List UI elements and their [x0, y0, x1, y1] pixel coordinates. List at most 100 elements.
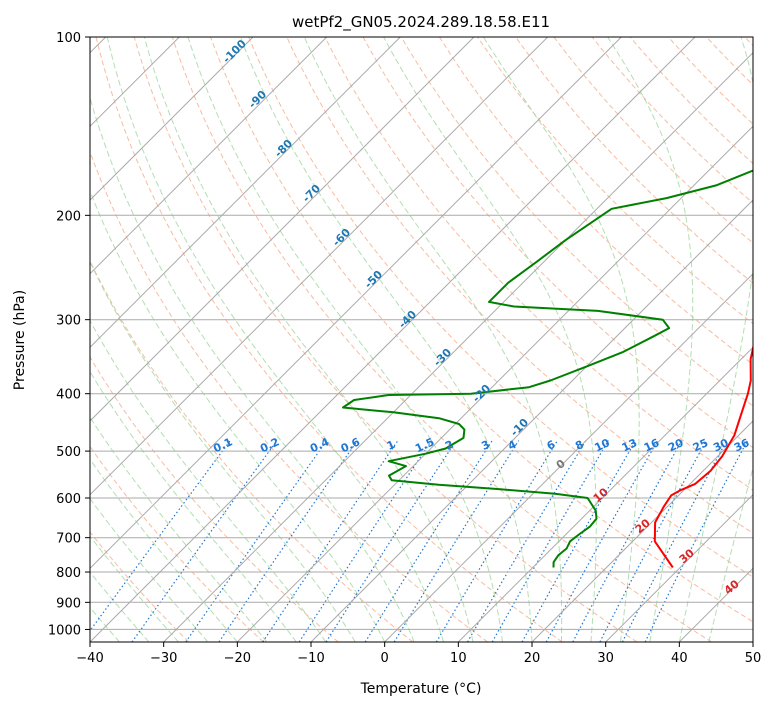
isotherm-value-label: -40: [396, 308, 419, 331]
moist-adiabat-line: [303, 37, 563, 642]
isotherm-value-label: -70: [300, 182, 323, 205]
dry-adiabat-line: [515, 37, 753, 284]
mixing-ratio-label: 8: [573, 438, 585, 453]
x-tick-label: 10: [450, 651, 467, 666]
mixing-ratio-line: [599, 440, 707, 642]
mixing-ratio-label: 30: [711, 436, 731, 454]
y-tick-label: 600: [56, 492, 81, 507]
mixing-ratio-line: [262, 440, 399, 642]
isotherm-value-label: -100: [220, 37, 249, 66]
mixing-ratio-line: [325, 440, 457, 642]
dry-adiabat-label: 30: [677, 546, 697, 566]
y-tick-label: 100: [56, 31, 81, 46]
moist-adiabat-line: [90, 497, 209, 642]
moist-adiabat-line: [143, 37, 474, 642]
mixing-ratio-line: [364, 440, 493, 642]
isotherm-line: [90, 37, 549, 496]
x-tick-label: 0: [381, 651, 389, 666]
mixing-ratio-line: [545, 440, 659, 642]
chart-title: wetPf2_GN05.2024.289.18.58.E11: [292, 13, 550, 32]
moist-adiabat-line: [383, 37, 597, 642]
isotherm-line: [605, 493, 753, 642]
dry-adiabat-line: [210, 37, 753, 623]
mixing-ratio-line: [393, 440, 520, 642]
temperature-profile-line: [653, 343, 753, 569]
mixing-ratio-line: [218, 440, 358, 642]
dry-adiabat-line: [90, 445, 264, 642]
mixing-ratio-line: [491, 440, 609, 642]
mixing-ratio-line: [521, 440, 637, 642]
isotherm-line: [90, 37, 401, 349]
isotherm-line: [678, 567, 753, 642]
moist-adiabat-line: [90, 458, 238, 642]
x-tick-label: 50: [745, 651, 762, 666]
mixing-ratio-line: [644, 440, 748, 642]
y-tick-label: 900: [56, 596, 81, 611]
mixing-ratio-label: 20: [666, 436, 686, 454]
isotherm-line: [90, 37, 475, 422]
moist-adiabat-line: [90, 260, 356, 642]
dry-adiabat-line: [400, 37, 753, 407]
dry-adiabat-line: [744, 37, 753, 47]
isotherm-line: [310, 199, 753, 642]
isotherm-line: [90, 37, 328, 275]
isotherm-value-label: -80: [272, 137, 295, 160]
moist-adiabat-line: [90, 189, 386, 642]
dry-adiabat-label: 40: [722, 577, 742, 597]
dry-adiabat-line: [95, 37, 563, 642]
dry-adiabat-line: [706, 37, 753, 86]
x-tick-label: −10: [297, 651, 324, 666]
mixing-ratio-label: 3: [479, 438, 491, 453]
mixing-ratio-label: 16: [642, 436, 662, 454]
y-axis-label: Pressure (hPa): [12, 290, 28, 390]
mixing-ratio-label: 0.1: [211, 435, 234, 455]
isotherm-line: [90, 37, 254, 201]
y-tick-label: 300: [56, 314, 81, 329]
moist-adiabat-line: [90, 535, 179, 642]
mixing-ratio-label: 25: [691, 436, 710, 454]
isotherm-value-label: -10: [508, 416, 531, 439]
dry-adiabat-label: 0: [554, 457, 568, 472]
mixing-ratio-label: 10: [593, 436, 613, 454]
isotherm-value-label: -60: [330, 226, 353, 249]
mixing-ratio-label: 0.4: [308, 435, 331, 455]
isotherm-value-label: -30: [431, 346, 454, 369]
isotherm-line: [90, 37, 622, 570]
x-tick-label: 30: [597, 651, 614, 666]
isotherm-line: [236, 125, 753, 642]
dewpoint-profile-line: [342, 169, 753, 568]
isotherm-line: [163, 51, 753, 642]
dry-adiabat-label: 20: [633, 516, 653, 536]
x-tick-label: −30: [150, 651, 177, 666]
isotherm-line: [531, 420, 753, 642]
mixing-ratio-label: 4: [506, 438, 519, 453]
mixing-ratio-label: 36: [732, 436, 752, 454]
dry-adiabat-line: [438, 37, 753, 366]
mixing-ratio-label: 2: [443, 438, 455, 453]
plot-frame: [89, 36, 754, 643]
y-tick-label: 800: [56, 566, 81, 581]
y-tick-label: 700: [56, 532, 81, 547]
isotherm-line: [90, 37, 696, 642]
dry-adiabat-line: [248, 37, 753, 578]
mixing-ratio-line: [185, 440, 328, 642]
dry-adiabat-line: [90, 259, 414, 642]
mixing-ratio-line: [90, 440, 231, 632]
moist-adiabat-line: [187, 37, 503, 642]
moist-adiabat-line: [678, 37, 753, 642]
moist-adiabat-line: [90, 416, 268, 642]
dry-adiabat-line: [171, 37, 712, 642]
isotherm-value-label: -90: [246, 88, 269, 111]
y-tick-label: 400: [56, 388, 81, 403]
isotherm-value-label: -50: [362, 268, 385, 291]
moist-adiabat-line: [90, 370, 297, 642]
y-tick-label: 200: [56, 209, 81, 224]
mixing-ratio-label: 13: [620, 436, 639, 454]
mixing-ratio-line: [435, 440, 558, 642]
dry-adiabat-line: [324, 37, 753, 491]
mixing-ratio-label: 6: [545, 438, 558, 453]
x-tick-label: 40: [671, 651, 688, 666]
x-tick-label: −40: [76, 651, 103, 666]
dry-adiabat-line: [90, 150, 488, 642]
